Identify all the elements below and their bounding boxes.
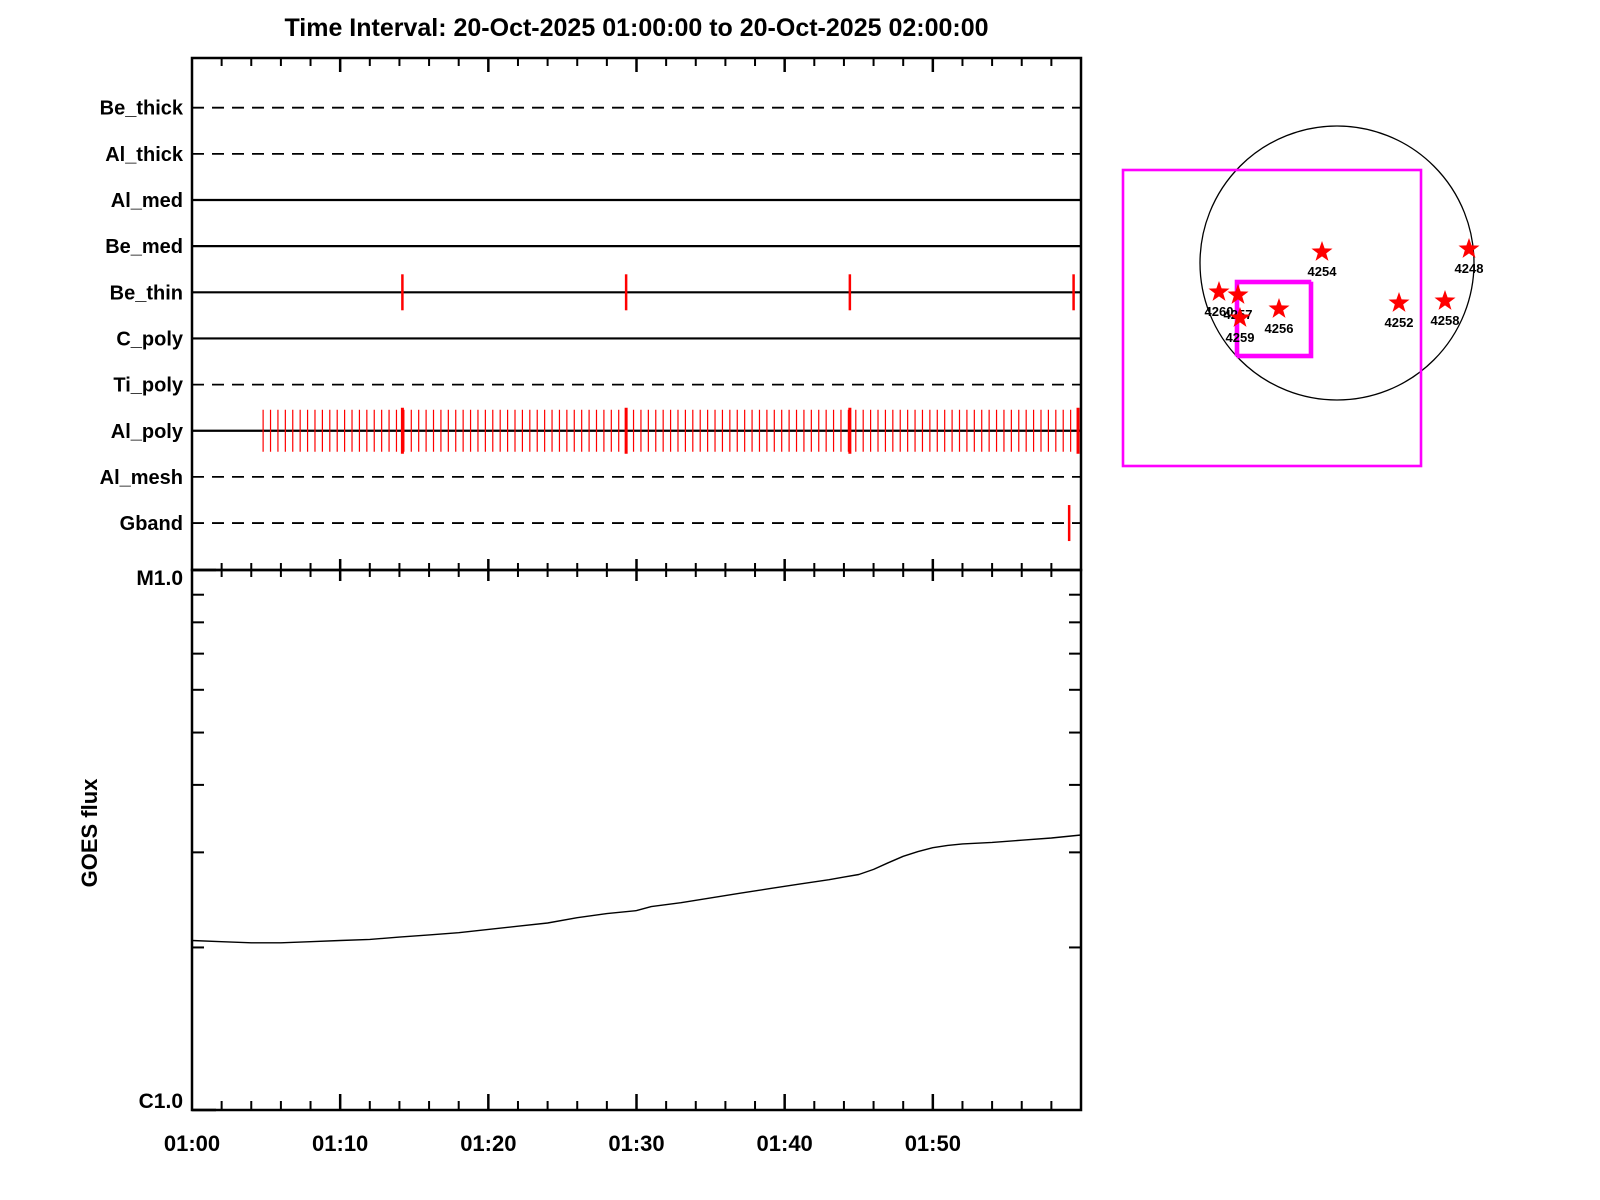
filter-label-Be_thin: Be_thin (110, 282, 183, 304)
solar-limb-circle (1199, 125, 1475, 401)
page-title: Time Interval: 20-Oct-2025 01:00:00 to 2… (284, 14, 989, 42)
flare-star-label-4260: 4260 (1205, 304, 1234, 319)
filter-label-Al_med: Al_med (111, 190, 183, 212)
filter-label-Be_thick: Be_thick (100, 98, 184, 120)
flare-star-4258 (1434, 290, 1456, 310)
goes-y-top-tick-label: M1.0 (136, 567, 183, 590)
x-tick-label: 01:20 (460, 1131, 516, 1156)
x-tick-label: 01:10 (312, 1131, 368, 1156)
filter-label-C_poly: C_poly (116, 328, 184, 350)
flare-star-label-4258: 4258 (1431, 313, 1460, 328)
filter-panel-border (190, 56, 1083, 572)
goes-panel-border (190, 568, 1083, 1112)
flare-star-4259 (1229, 307, 1251, 327)
fov-box-0 (1121, 168, 1423, 468)
flare-star-label-4248: 4248 (1455, 261, 1484, 276)
flare-star-4256 (1268, 298, 1290, 318)
filter-label-Al_poly: Al_poly (111, 421, 184, 443)
filter-label-Be_med: Be_med (105, 236, 183, 258)
flare-star-label-4259: 4259 (1226, 330, 1255, 345)
goes-y-bottom-tick-label: C1.0 (138, 1090, 183, 1113)
flare-star-4248 (1458, 238, 1480, 258)
filter-label-Al_mesh: Al_mesh (100, 467, 183, 489)
goes-flux-curve (191, 834, 1082, 944)
flare-star-label-4256: 4256 (1265, 321, 1294, 336)
flare-star-4252 (1388, 292, 1410, 312)
flare-star-4257 (1227, 284, 1249, 304)
x-tick-label: 01:00 (164, 1131, 220, 1156)
flare-star-label-4254: 4254 (1308, 264, 1338, 279)
x-tick-label: 01:50 (905, 1131, 961, 1156)
filter-label-Gband: Gband (120, 513, 183, 535)
flare-star-label-4252: 4252 (1385, 315, 1414, 330)
filter-label-Ti_poly: Ti_poly (113, 375, 184, 397)
flare-star-4260 (1208, 281, 1230, 301)
flare-star-4254 (1311, 241, 1333, 261)
x-tick-label: 01:30 (608, 1131, 664, 1156)
x-tick-label: 01:40 (757, 1131, 813, 1156)
filter-label-Al_thick: Al_thick (105, 144, 184, 166)
